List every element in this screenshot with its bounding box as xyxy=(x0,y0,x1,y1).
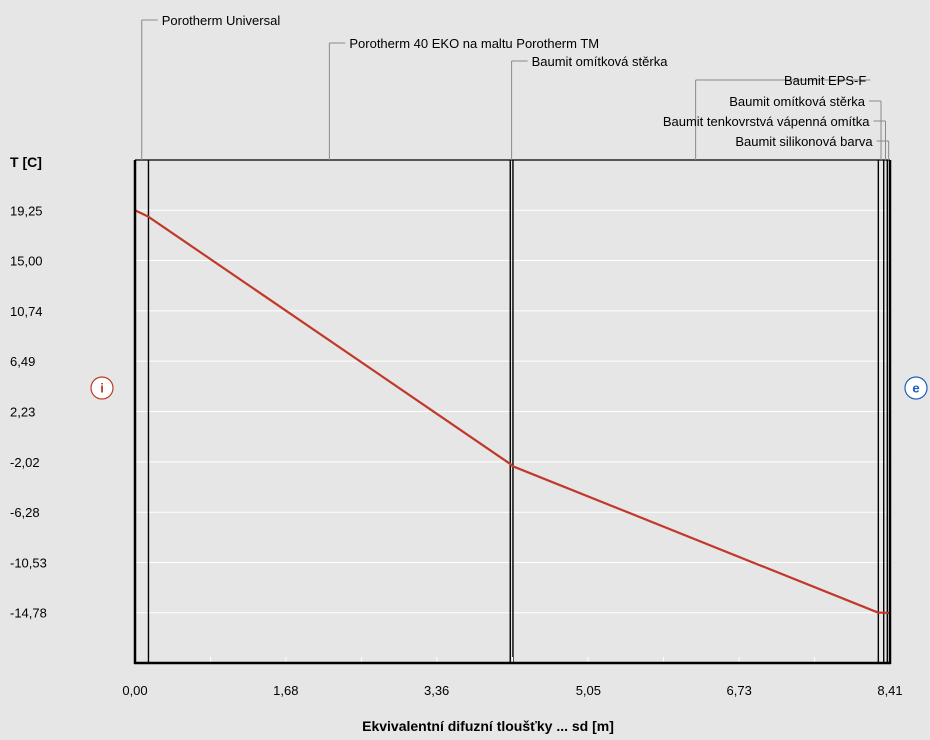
interior-marker-label: i xyxy=(100,381,104,396)
layer-labels: Porotherm Universal Porotherm 40 EKO na m… xyxy=(141,13,890,160)
layer-label-2: Baumit omítková stěrka xyxy=(532,54,669,69)
y-tick-label-2: 10,74 xyxy=(10,304,43,319)
x-tick-label-1: 1,68 xyxy=(273,683,298,698)
layer-label-5: Baumit tenkovrstvá vápenná omítka xyxy=(663,114,870,129)
series-layer xyxy=(134,209,891,615)
exterior-marker-circle xyxy=(904,376,928,400)
layer-label-4: Baumit omítková stěrka xyxy=(729,94,866,109)
plot-frame xyxy=(133,159,892,665)
exterior-marker-label: e xyxy=(912,381,919,396)
y-tick-label-4: 2,23 xyxy=(10,405,35,420)
layer-label-1: Porotherm 40 EKO na maltu Porotherm TM xyxy=(349,36,599,51)
layer-label-6: Baumit silikonová barva xyxy=(735,134,873,149)
temperature-line-0 xyxy=(134,209,891,615)
y-tick-labels: 19,25 15,00 10,74 6,49 2,23 -2,02 -6,28 -10,53 -… xyxy=(10,203,47,620)
y-tick-label-7: -10,53 xyxy=(10,555,47,570)
x-tick-label-2: 3,36 xyxy=(424,683,449,698)
interior-marker: i xyxy=(90,376,114,400)
x-tick-label-0: 0,00 xyxy=(122,683,147,698)
x-tick-label-5: 8,41 xyxy=(877,683,902,698)
exterior-marker: e xyxy=(904,376,928,400)
y-tick-label-5: -2,02 xyxy=(10,455,40,470)
layer-boundary-lines xyxy=(147,160,889,663)
x-tick-label-3: 5,05 xyxy=(576,683,601,698)
x-tick-labels: 0,00 1,68 3,36 5,05 6,73 8,41 xyxy=(122,683,902,698)
y-axis-title: T [C] xyxy=(10,154,42,170)
x-axis-title: Ekvivalentní difuzní tloušťky ... sd [m] xyxy=(362,718,614,734)
layer-label-3: Baumit EPS-F xyxy=(784,73,866,88)
layer-label-0: Porotherm Universal xyxy=(162,13,281,28)
y-tick-label-8: -14,78 xyxy=(10,606,47,621)
y-tick-label-0: 19,25 xyxy=(10,203,43,218)
x-tick-label-4: 6,73 xyxy=(727,683,752,698)
y-tick-label-6: -6,28 xyxy=(10,505,40,520)
y-tick-label-1: 15,00 xyxy=(10,254,43,269)
interior-marker-circle xyxy=(90,376,114,400)
y-tick-label-3: 6,49 xyxy=(10,354,35,369)
